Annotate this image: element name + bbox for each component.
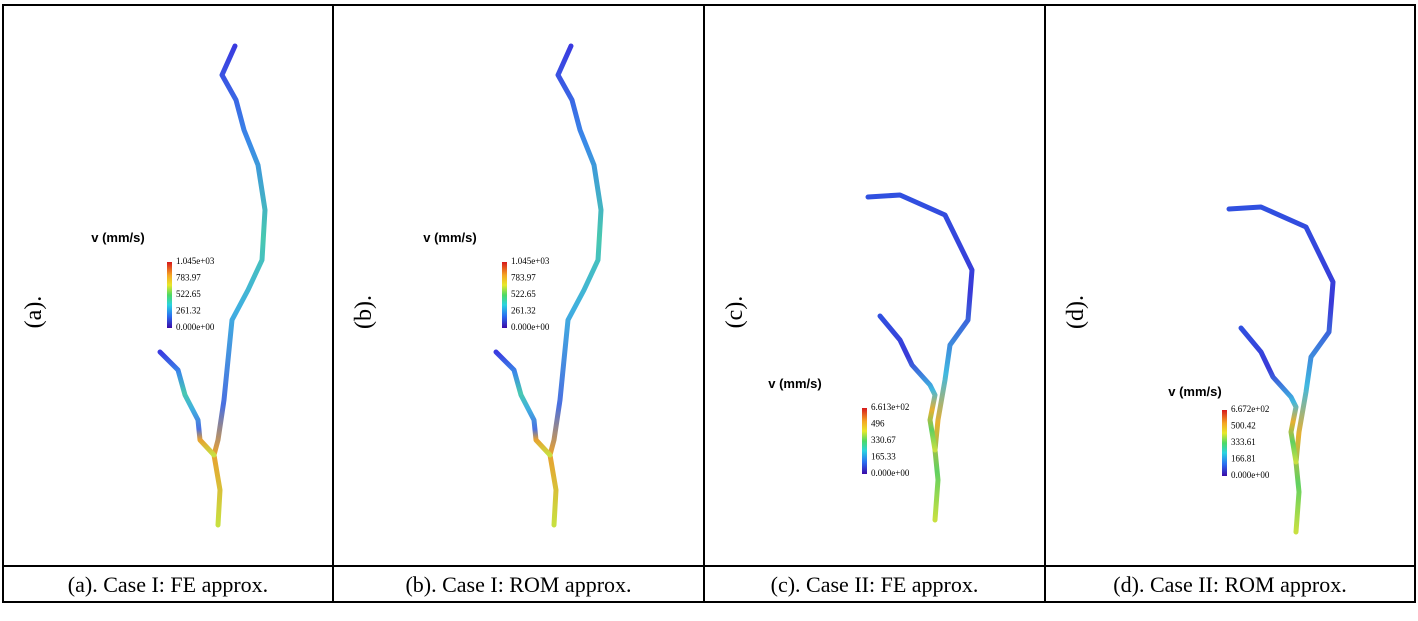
frame	[2, 4, 1416, 603]
side-label: (a).	[21, 296, 47, 329]
vessel	[211, 43, 268, 528]
panel: (a). v (mm/s) 1.045e+03 783.97 522.65 261.32 0…	[21, 43, 268, 597]
colorbar-label: 522.65	[176, 289, 201, 299]
vessel-render	[865, 192, 975, 523]
colorbar-title: v (mm/s)	[423, 230, 476, 245]
panel: (c). v (mm/s) 6.613e+02 496 330.67 165.33 0.00…	[722, 192, 979, 597]
panel: (b). v (mm/s) 1.045e+03 783.97 522.65 261.32 0…	[351, 43, 632, 597]
colorbar-label: 0.000e+00	[1231, 470, 1270, 480]
vessel	[547, 43, 604, 528]
colorbar	[862, 408, 867, 474]
colorbar	[167, 262, 172, 328]
side-label: (b).	[351, 295, 377, 329]
colorbar-label: 6.672e+02	[1231, 404, 1269, 414]
colorbar-label: 500.42	[1231, 421, 1256, 431]
colorbar-label: 783.97	[511, 273, 536, 283]
vessel	[865, 192, 975, 523]
vessel	[1226, 204, 1336, 535]
colorbar-title: v (mm/s)	[91, 230, 144, 245]
vessel-render	[157, 43, 268, 528]
colorbar-label: 1.045e+03	[511, 256, 550, 266]
colorbar-label: 261.32	[511, 306, 536, 316]
colorbar-label: 165.33	[871, 452, 896, 462]
side-label: (c).	[722, 296, 748, 329]
colorbar-title: v (mm/s)	[1168, 384, 1221, 399]
vessel-render	[1226, 204, 1336, 535]
caption: (c). Case II: FE approx.	[771, 572, 979, 597]
colorbar-label: 166.81	[1231, 454, 1256, 464]
side-label: (d).	[1063, 295, 1089, 329]
panel: (d). v (mm/s) 6.672e+02 500.42 333.61 166.81 0…	[1063, 204, 1347, 597]
colorbar-label: 333.61	[1231, 437, 1256, 447]
colorbar-label: 496	[871, 419, 885, 429]
colorbar	[1222, 410, 1227, 476]
colorbar-label: 783.97	[176, 273, 201, 283]
colorbar-label: 0.000e+00	[871, 468, 910, 478]
colorbar-label: 261.32	[176, 306, 201, 316]
vessel	[877, 313, 938, 453]
colorbar-label: 6.613e+02	[871, 402, 909, 412]
colorbar-label: 522.65	[511, 289, 536, 299]
vessel	[493, 349, 553, 458]
vessel	[1238, 325, 1299, 465]
colorbar-title: v (mm/s)	[768, 376, 821, 391]
caption: (b). Case I: ROM approx.	[405, 572, 631, 597]
colorbar-label: 0.000e+00	[176, 322, 215, 332]
vessel	[157, 349, 217, 458]
colorbar-label: 1.045e+03	[176, 256, 215, 266]
colorbar	[502, 262, 507, 328]
colorbar-label: 0.000e+00	[511, 322, 550, 332]
caption: (d). Case II: ROM approx.	[1113, 572, 1346, 597]
colorbar-label: 330.67	[871, 435, 896, 445]
vessel-render	[493, 43, 604, 528]
caption: (a). Case I: FE approx.	[68, 572, 268, 597]
